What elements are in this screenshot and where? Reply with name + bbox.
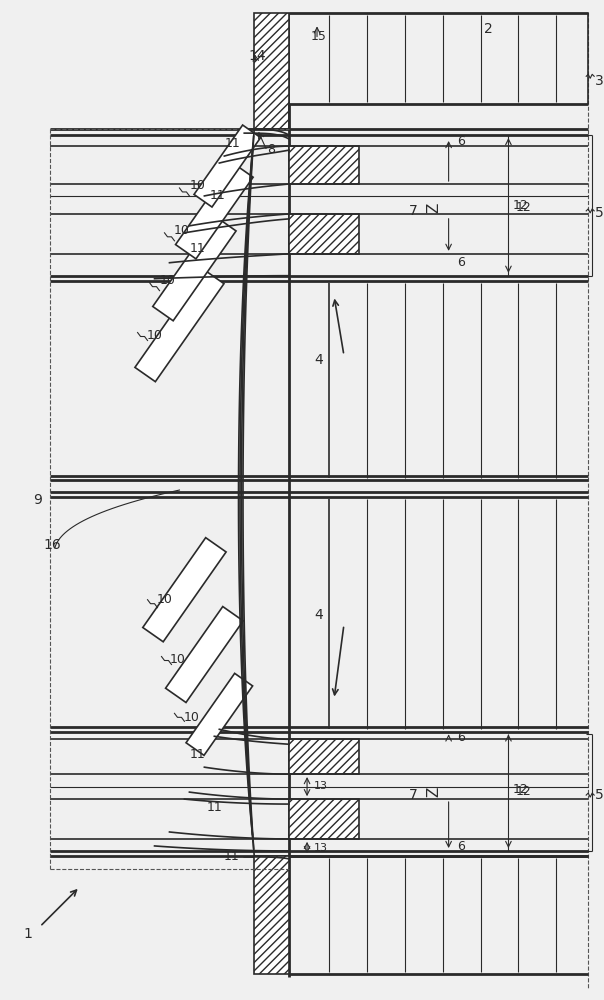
Bar (289, 739, 359, 774)
Text: 6: 6 (457, 731, 464, 744)
Polygon shape (186, 673, 252, 755)
Text: 11: 11 (190, 242, 205, 255)
Text: 10: 10 (159, 274, 175, 287)
Text: 7: 7 (410, 788, 418, 802)
Text: 10: 10 (147, 329, 162, 342)
Text: 4: 4 (315, 353, 323, 367)
Text: 16: 16 (43, 538, 61, 552)
Text: 8: 8 (267, 143, 275, 156)
Text: 5: 5 (595, 206, 604, 220)
Text: 6: 6 (457, 840, 464, 853)
Text: 5: 5 (595, 788, 604, 802)
Text: 14: 14 (248, 49, 266, 63)
Text: 1: 1 (24, 927, 33, 941)
Text: 10: 10 (156, 593, 172, 606)
Text: 10: 10 (190, 179, 205, 192)
Text: 10: 10 (170, 653, 185, 666)
Text: 9: 9 (33, 493, 42, 507)
Text: 10: 10 (173, 224, 190, 237)
Bar (254, 13, 289, 129)
Text: 3: 3 (595, 74, 604, 88)
Bar (289, 799, 359, 839)
Text: 4: 4 (315, 608, 323, 622)
Text: 11: 11 (190, 748, 205, 761)
Text: 2: 2 (484, 22, 493, 36)
Text: 11: 11 (225, 137, 240, 150)
Text: 10: 10 (184, 711, 199, 724)
Text: Z: Z (426, 203, 441, 213)
Text: 12: 12 (513, 199, 528, 212)
Text: 12: 12 (513, 783, 528, 796)
Text: 12: 12 (516, 785, 532, 798)
Polygon shape (165, 607, 243, 703)
Text: 11: 11 (210, 189, 225, 202)
Polygon shape (143, 538, 226, 642)
Text: 11: 11 (207, 801, 222, 814)
Bar (254, 856, 289, 974)
Bar (289, 146, 359, 184)
Text: 15: 15 (311, 30, 327, 43)
Text: 7: 7 (410, 204, 418, 218)
Text: 13: 13 (314, 843, 328, 853)
Text: 11: 11 (223, 850, 239, 863)
Text: Z: Z (426, 787, 441, 797)
Polygon shape (135, 269, 224, 382)
Text: 6: 6 (457, 135, 464, 148)
Text: 13: 13 (314, 781, 328, 791)
Polygon shape (176, 163, 253, 259)
Text: 6: 6 (457, 256, 464, 269)
Bar (289, 214, 359, 254)
Polygon shape (194, 125, 260, 207)
Polygon shape (153, 217, 236, 321)
Text: 12: 12 (516, 201, 532, 214)
